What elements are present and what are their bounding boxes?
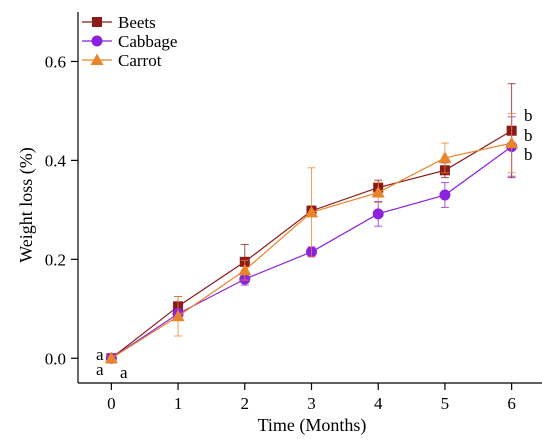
sig-label-beets-b: b bbox=[524, 106, 533, 125]
point-carrot bbox=[305, 205, 318, 218]
sig-label-carrot-a: a bbox=[96, 345, 104, 364]
sig-label-carrot-b: b bbox=[524, 126, 533, 145]
y-tick-label: 0.0 bbox=[45, 349, 66, 368]
y-tick-label: 0.4 bbox=[45, 151, 67, 170]
legend-label-cabbage: Cabbage bbox=[118, 32, 177, 51]
x-tick-label: 0 bbox=[107, 394, 116, 413]
point-cabbage bbox=[439, 189, 451, 201]
x-tick-label: 5 bbox=[441, 394, 450, 413]
point-cabbage bbox=[372, 208, 384, 220]
x-ticks: 0 1 2 3 4 5 6 bbox=[107, 383, 516, 413]
point-carrot bbox=[171, 309, 185, 322]
point-carrot bbox=[438, 151, 452, 163]
y-tick-label: 0.6 bbox=[45, 52, 66, 71]
x-tick-label: 3 bbox=[307, 394, 316, 413]
point-carrot bbox=[104, 351, 118, 364]
legend-marker-carrot bbox=[90, 53, 104, 65]
x-tick-label: 6 bbox=[507, 394, 516, 413]
y-ticks: 0.0 0.2 0.4 0.6 bbox=[45, 52, 78, 368]
point-carrot bbox=[505, 136, 519, 149]
series-layer bbox=[104, 83, 519, 364]
legend-label-carrot: Carrot bbox=[118, 51, 162, 70]
point-carrot bbox=[238, 263, 252, 276]
legend-marker-beets bbox=[92, 17, 102, 27]
sig-label-cabbage-b: b bbox=[524, 145, 533, 164]
x-tick-label: 2 bbox=[241, 394, 250, 413]
x-tick-label: 4 bbox=[374, 394, 383, 413]
x-axis-label: Time (Months) bbox=[258, 415, 367, 436]
y-axis-label: Weight loss (%) bbox=[16, 147, 37, 263]
legend-marker-cabbage bbox=[91, 35, 103, 47]
legend-label-beets: Beets bbox=[118, 13, 156, 32]
annotation-layer: a a a b b b bbox=[96, 106, 533, 382]
sig-label-beets-a: a bbox=[96, 360, 104, 379]
x-tick-label: 1 bbox=[174, 394, 183, 413]
sig-label-cabbage-a: a bbox=[120, 363, 128, 382]
series-carrot bbox=[104, 112, 519, 364]
y-tick-label: 0.2 bbox=[45, 250, 66, 269]
point-carrot bbox=[371, 186, 385, 198]
